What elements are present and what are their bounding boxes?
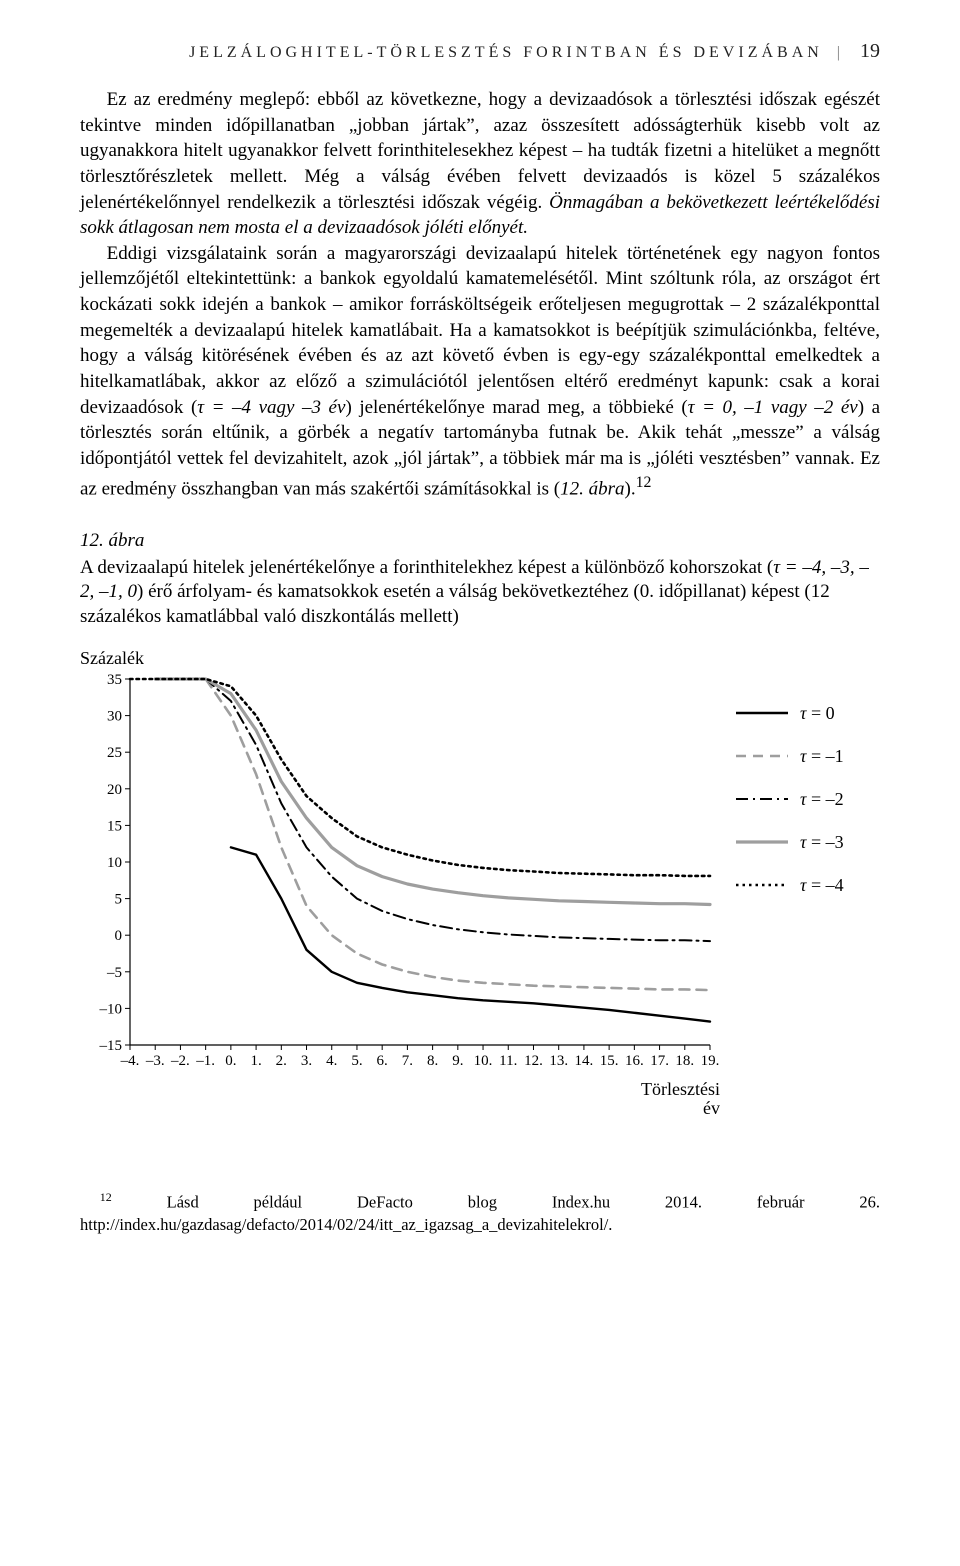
- svg-text:25: 25: [107, 745, 122, 761]
- header-separator: |: [831, 44, 846, 61]
- running-title: JELZÁLOGHITEL-TÖRLESZTÉS FORINTBAN ÉS DE…: [189, 44, 823, 61]
- legend-label-tau1: τ = –1: [800, 746, 844, 767]
- footnote-text: Lásd például DeFacto blog Index.hu 2014.…: [80, 1193, 880, 1234]
- legend-label-tau0: τ = 0: [800, 703, 835, 724]
- legend-swatch-tau4: [736, 878, 788, 892]
- svg-text:17.: 17.: [650, 1053, 669, 1069]
- svg-text:–3.: –3.: [145, 1053, 165, 1069]
- footnote-12: 12 Lásd például DeFacto blog Index.hu 20…: [80, 1189, 880, 1236]
- legend-item-tau1: τ = –1: [736, 746, 844, 767]
- svg-text:4.: 4.: [326, 1053, 337, 1069]
- svg-text:20: 20: [107, 781, 122, 797]
- running-header: JELZÁLOGHITEL-TÖRLESZTÉS FORINTBAN ÉS DE…: [80, 40, 880, 87]
- footnote-ref-12: 12: [636, 474, 652, 491]
- svg-text:12.: 12.: [524, 1053, 543, 1069]
- svg-text:7.: 7.: [402, 1053, 413, 1069]
- legend-item-tau3: τ = –3: [736, 832, 844, 853]
- chart-xlabel: Törlesztési év: [80, 1080, 720, 1120]
- figure-12: 12. ábra A devizaalapú hitelek jelenérté…: [80, 530, 880, 1120]
- figure-label: 12. ábra: [80, 530, 880, 552]
- svg-text:5.: 5.: [351, 1053, 362, 1069]
- chart-container: Százalék –15 –10 –5 0 5 10 15 20 25 30 35 –4. –3. –2.…: [80, 648, 880, 1120]
- svg-text:11.: 11.: [499, 1053, 517, 1069]
- svg-text:15: 15: [107, 818, 122, 834]
- svg-text:5: 5: [115, 891, 123, 907]
- svg-text:1.: 1.: [250, 1053, 261, 1069]
- chart-ylabel: Százalék: [80, 648, 880, 669]
- line-chart: –15 –10 –5 0 5 10 15 20 25 30 35 –4. –3. –2. –1. 0. 1. 2.…: [80, 673, 720, 1073]
- footnote-number: 12: [100, 1190, 112, 1204]
- svg-text:15.: 15.: [600, 1053, 619, 1069]
- svg-text:30: 30: [107, 708, 122, 724]
- svg-text:–1.: –1.: [195, 1053, 215, 1069]
- svg-text:–4.: –4.: [120, 1053, 140, 1069]
- legend-swatch-tau2: [736, 792, 788, 806]
- paragraph-1: Ez az eredmény meglepő: ebből az követke…: [80, 87, 880, 241]
- legend-swatch-tau0: [736, 706, 788, 720]
- svg-text:2.: 2.: [276, 1053, 287, 1069]
- legend-item-tau2: τ = –2: [736, 789, 844, 810]
- legend-swatch-tau1: [736, 749, 788, 763]
- legend-label-tau3: τ = –3: [800, 832, 844, 853]
- legend-item-tau4: τ = –4: [736, 875, 844, 896]
- svg-text:–15: –15: [99, 1038, 123, 1054]
- svg-text:–5: –5: [106, 964, 122, 980]
- legend-item-tau0: τ = 0: [736, 703, 844, 724]
- chart-legend: τ = 0 τ = –1 τ = –2 τ = –3 τ = –4: [720, 673, 844, 918]
- svg-text:13.: 13.: [549, 1053, 568, 1069]
- svg-text:0.: 0.: [225, 1053, 236, 1069]
- legend-label-tau4: τ = –4: [800, 875, 844, 896]
- paragraph-2: Eddigi vizsgálataink során a magyarorszá…: [80, 241, 880, 502]
- svg-text:8.: 8.: [427, 1053, 438, 1069]
- legend-swatch-tau3: [736, 835, 788, 849]
- legend-label-tau2: τ = –2: [800, 789, 844, 810]
- svg-text:0: 0: [115, 928, 123, 944]
- svg-text:16.: 16.: [625, 1053, 644, 1069]
- svg-text:35: 35: [107, 673, 122, 688]
- svg-text:–2.: –2.: [170, 1053, 190, 1069]
- svg-text:14.: 14.: [575, 1053, 594, 1069]
- svg-text:9.: 9.: [452, 1053, 463, 1069]
- svg-text:3.: 3.: [301, 1053, 312, 1069]
- svg-text:10.: 10.: [474, 1053, 493, 1069]
- page-number: 19: [854, 40, 880, 62]
- figure-caption: A devizaalapú hitelek jelenértékelőnye a…: [80, 556, 880, 630]
- svg-text:18.: 18.: [675, 1053, 694, 1069]
- svg-text:–10: –10: [99, 1001, 123, 1017]
- svg-text:19.: 19.: [701, 1053, 720, 1069]
- svg-text:6.: 6.: [377, 1053, 388, 1069]
- svg-text:10: 10: [107, 855, 122, 871]
